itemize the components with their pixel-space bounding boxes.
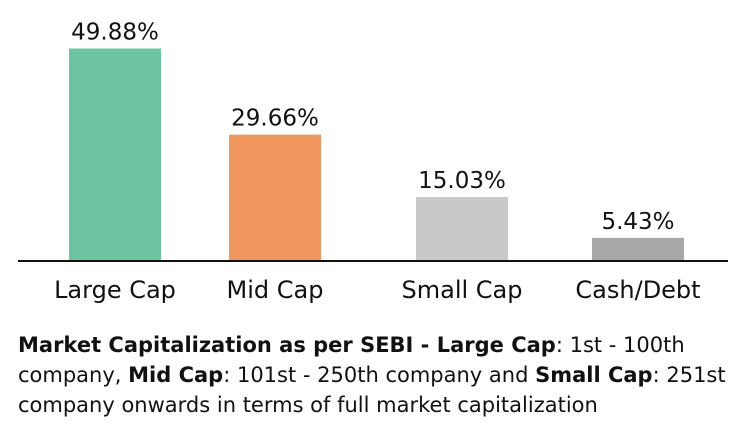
footnote-large-cap-label: Large Cap	[436, 333, 556, 357]
data-label: 15.03%	[418, 168, 506, 194]
footnote-mid-cap-text: : 101st - 250th company and	[223, 363, 536, 387]
footnote: Market Capitalization as per SEBI - Larg…	[18, 330, 730, 420]
category-label: Large Cap	[54, 276, 176, 304]
bar-cash-debt	[592, 237, 684, 261]
category-label: Mid Cap	[227, 276, 324, 304]
data-label: 5.43%	[601, 209, 674, 235]
footnote-small-cap-label: Small Cap	[535, 363, 653, 387]
footnote-mid-cap-label: Mid Cap	[128, 363, 224, 387]
category-label: Cash/Debt	[575, 276, 700, 304]
bar-mid-cap	[229, 134, 321, 261]
bar-chart: 49.88% Large Cap 29.66% Mid Cap 15.03% Small …	[18, 20, 728, 304]
footnote-large-cap-text: : 1st - 100th company,	[18, 333, 685, 387]
category-label: Small Cap	[402, 276, 523, 304]
data-label: 29.66%	[231, 106, 319, 132]
data-label: 49.88%	[71, 20, 159, 46]
bar-small-cap	[416, 196, 508, 261]
bar-large-cap	[69, 48, 161, 261]
footnote-heading: Market Capitalization as per SEBI -	[18, 333, 437, 357]
footnote-small-cap-text: : 251st company onwards in terms of full…	[18, 363, 726, 417]
